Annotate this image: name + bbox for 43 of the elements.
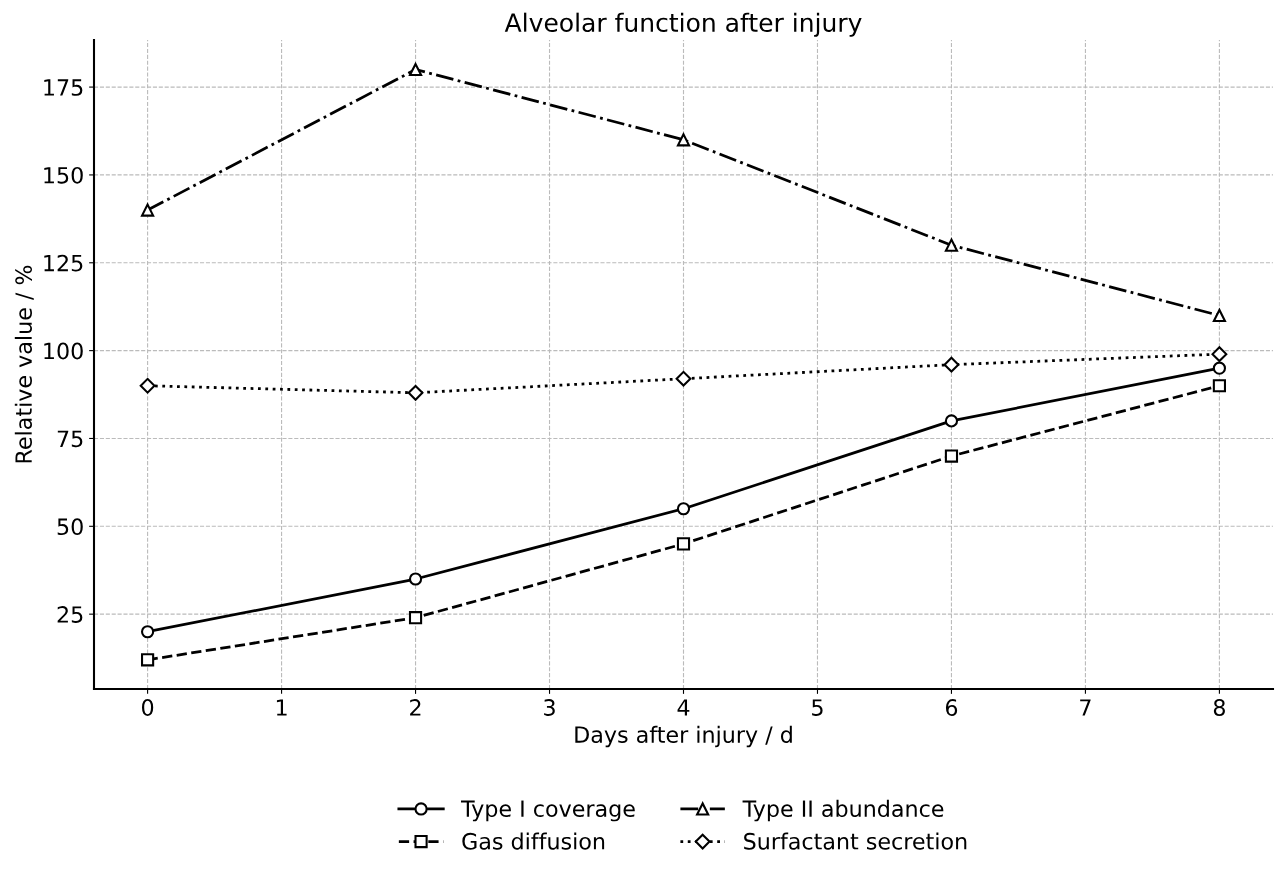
legend-label: Type II abundance [742,799,944,822]
y-tick-label: 150 [44,166,83,184]
point [140,653,155,667]
y-tick-label: 100 [44,342,83,360]
point [407,384,424,401]
point [1212,379,1227,393]
point [943,356,960,373]
point [675,370,692,387]
point [408,572,423,586]
point [139,377,156,394]
y-tick-label: 125 [44,254,83,272]
y-tick-label: 50 [57,518,83,536]
x-tick-label: 4 [677,699,690,716]
point [140,625,155,639]
point [944,238,959,252]
chart-title: Alveolar function after injury [504,12,862,37]
point [944,449,959,463]
point [1212,361,1227,375]
x-axis-title: Days after injury / d [575,725,792,748]
point [676,133,691,147]
x-tick-label: 2 [410,699,421,716]
point [944,414,959,428]
point [408,611,423,625]
point [676,537,691,551]
legend-label: Surfactant secretion [744,832,967,850]
point [1212,308,1227,323]
y-tick-label: 175 [44,79,83,96]
x-tick-label: 6 [945,699,958,716]
legend-label: Type I coverage [461,800,635,822]
y-tick-label: 25 [57,606,83,623]
y-tick-label: 75 [57,430,83,448]
x-tick-label: 5 [812,699,823,716]
x-tick-label: 3 [544,699,555,716]
legend-label: Gas diffusion [462,832,605,850]
x-tick-label: 0 [141,699,154,716]
point [140,203,155,217]
x-tick-label: 7 [1080,699,1091,716]
point [676,502,691,516]
y-axis-title: Relative value / % [14,265,34,463]
point [408,62,423,77]
x-tick-label: 8 [1213,699,1225,716]
point [1211,346,1228,363]
x-tick-label: 1 [276,699,287,716]
